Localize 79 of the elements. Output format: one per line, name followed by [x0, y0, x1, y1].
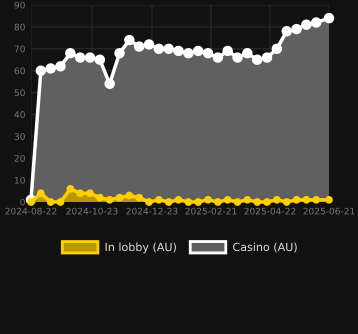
point: [104, 78, 115, 90]
point: [27, 198, 35, 206]
point: [65, 48, 76, 58]
point: [302, 196, 310, 204]
point: [282, 26, 292, 36]
point: [134, 41, 144, 52]
x-tick-label: 2024-10-23: [66, 208, 118, 215]
point: [86, 189, 94, 198]
point: [116, 194, 124, 202]
point: [96, 194, 104, 202]
point: [183, 48, 194, 58]
legend-label: Casino (AU): [233, 242, 297, 252]
y-tick-label: 10: [14, 176, 25, 184]
point: [55, 61, 66, 72]
point: [253, 198, 262, 206]
point: [155, 196, 163, 204]
point: [224, 196, 232, 204]
point: [84, 52, 96, 63]
point: [94, 54, 106, 65]
y-tick-label: 20: [14, 154, 25, 162]
y-tick-label: 30: [14, 133, 25, 140]
x-tick-label: 2025-04-22: [244, 208, 296, 215]
point: [282, 198, 291, 206]
y-tick-label: 90: [14, 2, 25, 9]
point: [214, 198, 222, 206]
point: [291, 24, 302, 34]
point: [66, 185, 74, 193]
point: [324, 12, 334, 24]
point: [194, 198, 202, 206]
point: [74, 52, 86, 63]
y-tick-label: 60: [14, 67, 25, 74]
point: [124, 34, 135, 46]
point: [325, 196, 333, 204]
point: [173, 46, 184, 56]
legend-label: In lobby (AU): [106, 242, 176, 254]
point: [263, 198, 271, 206]
point: [301, 19, 312, 30]
point: [46, 198, 54, 206]
point: [164, 198, 173, 206]
y-tick-label: 80: [14, 24, 25, 30]
point: [144, 39, 154, 50]
point: [45, 63, 56, 74]
point: [272, 44, 282, 54]
point: [184, 198, 192, 206]
y-tick-label: 0: [20, 198, 25, 206]
point: [262, 52, 272, 63]
y-tick-label: 50: [14, 89, 25, 96]
point: [234, 198, 242, 206]
point: [56, 198, 64, 206]
point: [204, 196, 212, 204]
y-tick-label: 40: [14, 111, 25, 118]
point: [232, 52, 243, 63]
x-tick-label: 2025-02-21: [185, 208, 236, 215]
point: [37, 189, 45, 198]
point: [312, 196, 320, 204]
point: [76, 189, 84, 198]
point: [145, 198, 153, 206]
point: [174, 196, 182, 204]
x-tick-label: 2025-06-21: [303, 208, 354, 215]
x-tick-label: 2024-08-22: [5, 208, 56, 215]
point: [135, 194, 144, 202]
point: [154, 44, 164, 54]
point: [273, 196, 281, 204]
point: [244, 196, 252, 204]
point: [242, 48, 253, 58]
x-tick-label: 2024-12-23: [126, 208, 178, 215]
point: [311, 17, 322, 28]
point: [106, 196, 114, 204]
point: [252, 54, 262, 65]
point: [292, 196, 300, 204]
point: [126, 192, 134, 200]
point: [212, 52, 224, 63]
point: [192, 46, 204, 56]
point: [163, 44, 174, 54]
y-tick-label: 70: [14, 46, 25, 52]
point: [202, 48, 214, 58]
point: [222, 46, 233, 56]
point: [114, 48, 125, 58]
point: [36, 65, 46, 76]
